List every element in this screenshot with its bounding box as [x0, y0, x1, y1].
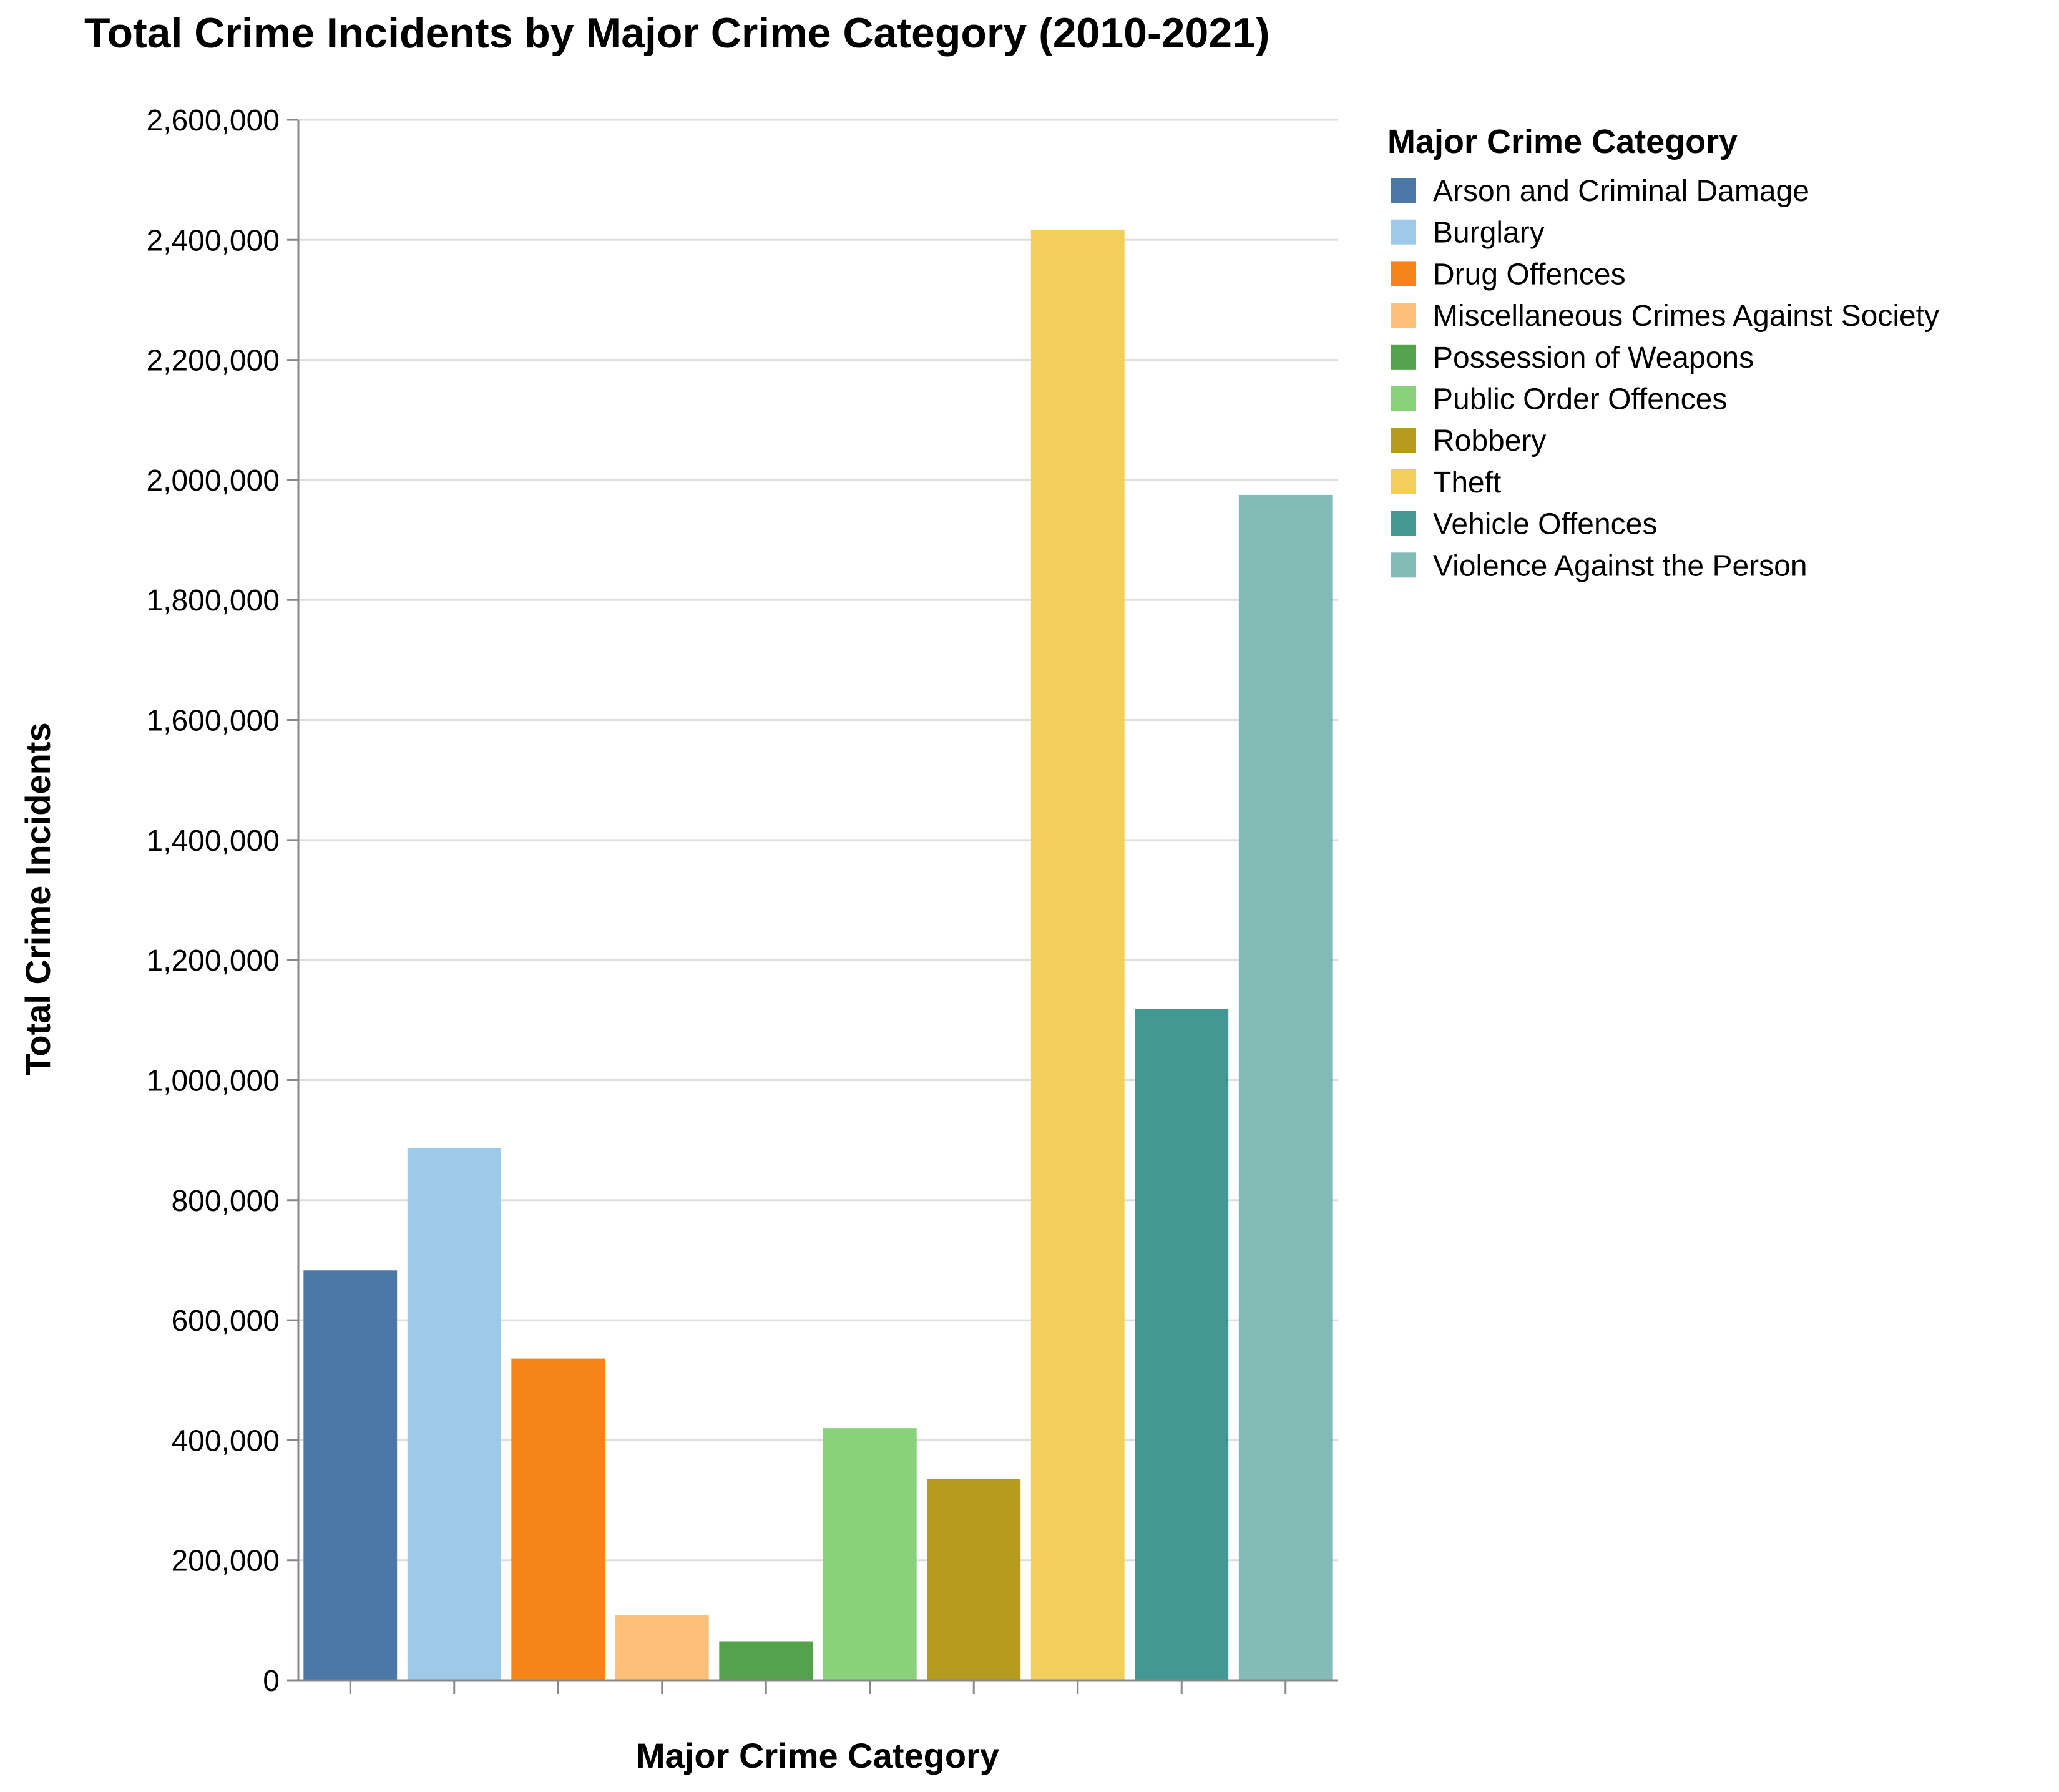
legend-label: Robbery	[1433, 424, 1546, 458]
y-tick-label: 2,200,000	[146, 345, 280, 378]
bar-10	[1238, 494, 1333, 1680]
chart-title: Total Crime Incidents by Major Crime Cat…	[84, 9, 1270, 57]
x-axis-title: Major Crime Category	[636, 1736, 999, 1775]
y-tick-label: 2,000,000	[146, 464, 280, 497]
legend-label: Public Order Offences	[1433, 383, 1727, 416]
legend-swatch	[1391, 219, 1416, 245]
y-tick-label: 0	[263, 1665, 280, 1698]
bar-7	[927, 1479, 1021, 1680]
legend-title: Major Crime Category	[1387, 123, 1738, 160]
legend-label: Possession of Weapons	[1433, 341, 1754, 375]
legend-label: Miscellaneous Crimes Against Society	[1433, 300, 1939, 333]
legend-label: Arson and Criminal Damage	[1433, 175, 1809, 208]
y-tick-label: 400,000	[171, 1424, 280, 1457]
bar-8	[1030, 229, 1125, 1681]
legend-swatch	[1391, 344, 1416, 370]
legend-swatch	[1391, 552, 1416, 578]
y-tick-label: 2,600,000	[146, 104, 280, 137]
axes: 0 200,000 400,000 600,000 800,000 1,000,000 1,…	[146, 104, 1338, 1698]
legend-label: Theft	[1433, 466, 1501, 499]
y-tick-label: 1,200,000	[146, 944, 280, 977]
y-tick-label: 1,600,000	[146, 705, 280, 738]
bar-3	[511, 1358, 605, 1680]
gridlines	[298, 119, 1338, 1682]
legend-swatch	[1391, 386, 1416, 411]
bar-5	[719, 1641, 813, 1680]
y-tick-label: 2,400,000	[146, 224, 280, 257]
y-tick-label: 800,000	[171, 1185, 280, 1218]
legend: Major Crime Category Arson and Criminal …	[1387, 123, 1939, 582]
bar-4	[615, 1615, 709, 1680]
legend-label: Vehicle Offences	[1433, 508, 1657, 541]
y-tick-label: 600,000	[171, 1305, 280, 1338]
legend-swatch	[1391, 511, 1416, 536]
y-axis-title: Total Crime Incidents	[18, 722, 57, 1075]
legend-swatch	[1391, 303, 1416, 328]
y-tick-label: 200,000	[171, 1545, 280, 1578]
bar-6	[823, 1428, 917, 1680]
bar-9	[1135, 1009, 1229, 1680]
bars	[303, 229, 1333, 1681]
legend-swatch	[1391, 428, 1416, 453]
y-tick-label: 1,400,000	[146, 825, 280, 858]
y-tick-label: 1,000,000	[146, 1064, 280, 1097]
legend-label: Burglary	[1433, 217, 1545, 250]
bar-1	[303, 1270, 398, 1680]
bar-2	[407, 1148, 501, 1680]
legend-label: Drug Offences	[1433, 258, 1626, 291]
legend-swatch	[1391, 469, 1416, 494]
y-tick-label: 1,800,000	[146, 584, 280, 617]
legend-label: Violence Against the Person	[1433, 549, 1807, 582]
legend-swatch	[1391, 178, 1416, 203]
legend-swatch	[1391, 261, 1416, 286]
